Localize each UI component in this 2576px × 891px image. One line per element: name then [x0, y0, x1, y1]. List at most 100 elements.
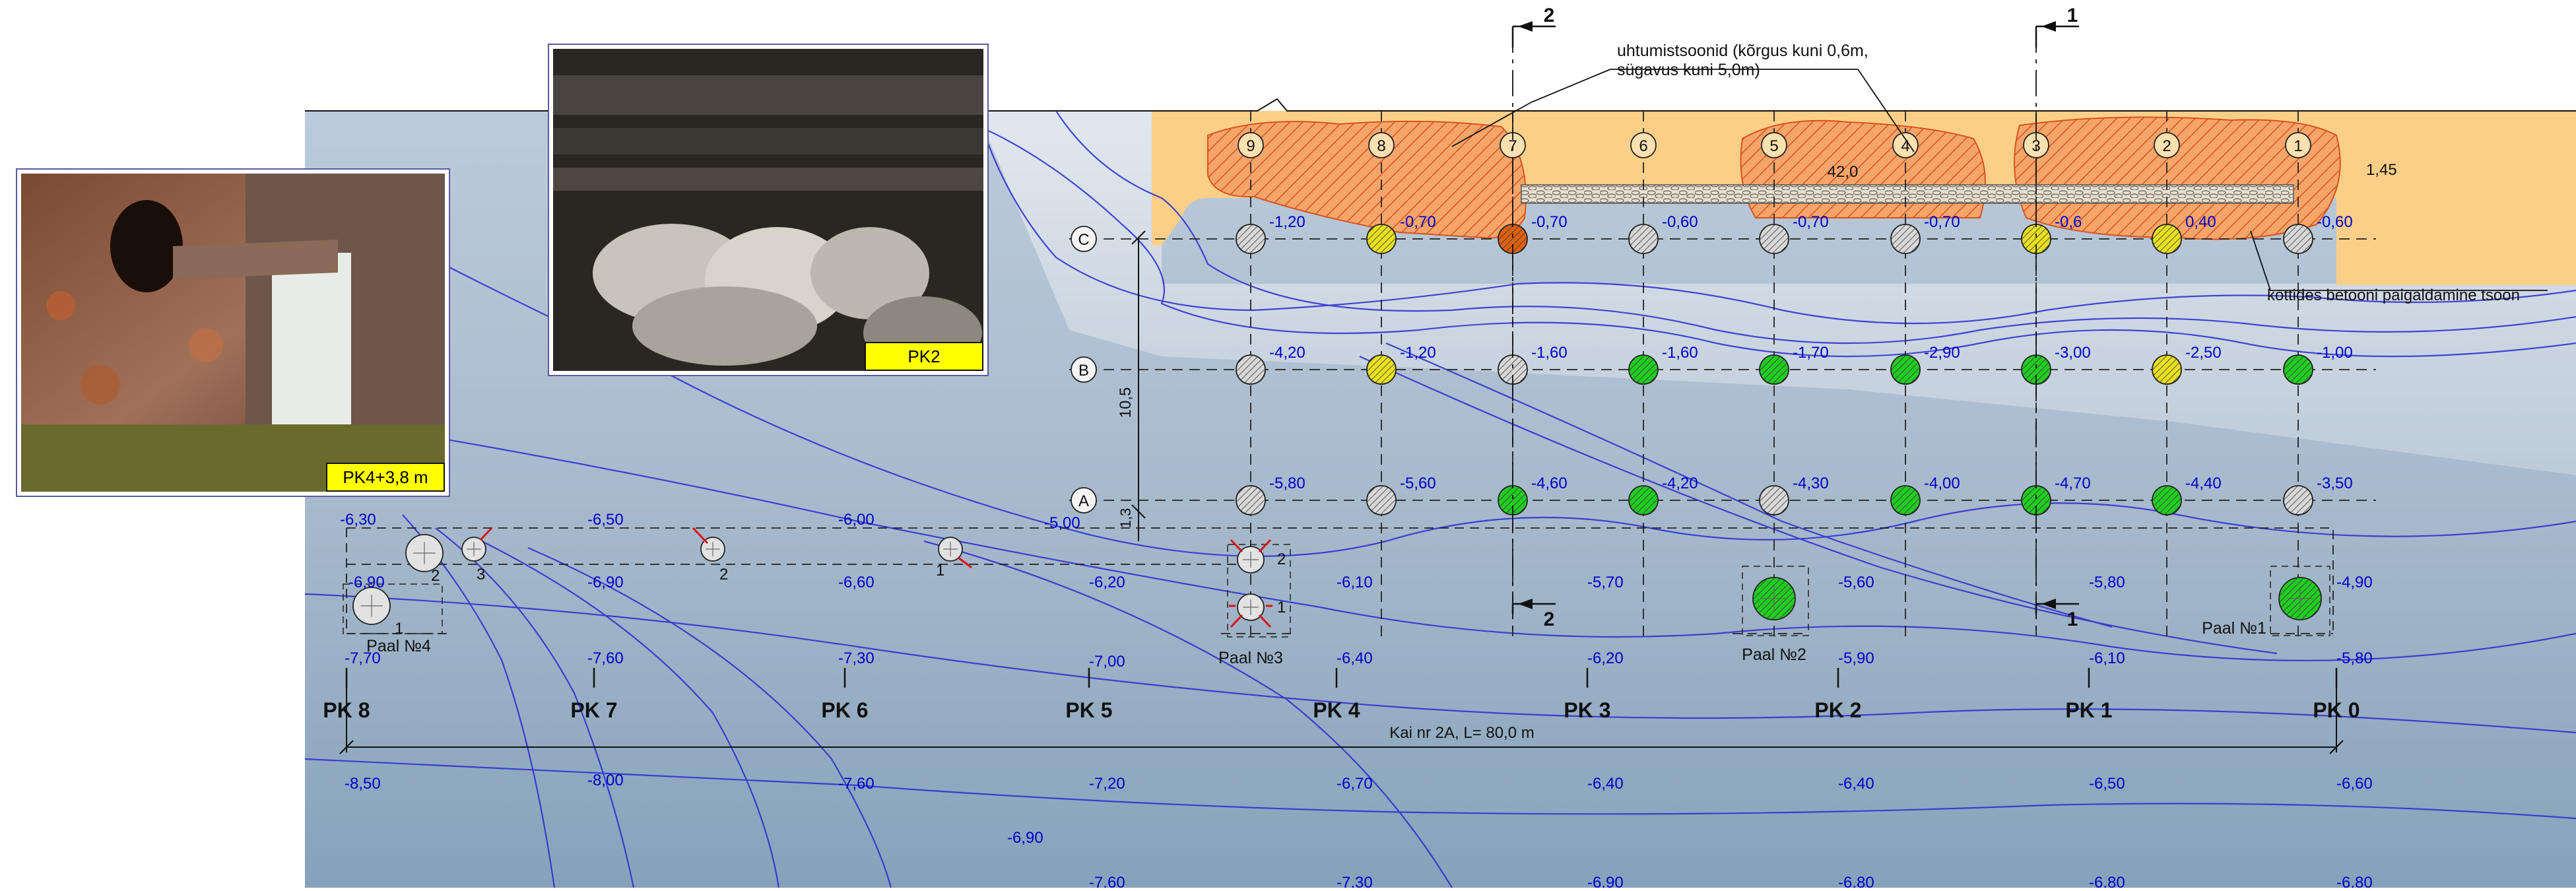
axis-heads: 9 8 7 6 5 4 3 2 1 C B A [1071, 132, 2311, 513]
pile-depth-label: -5,60 [1400, 475, 1436, 492]
pile-B-4[interactable]: -2,90 [1890, 344, 1960, 385]
old-pile-marker[interactable] [2278, 577, 2322, 620]
station-label: PK 5 [1065, 698, 1112, 722]
pile-depth-label: -0,70 [1924, 213, 1960, 231]
pile-B-5[interactable]: -1,70 [1759, 344, 1829, 385]
pile-B-7[interactable]: -1,60 [1498, 344, 1568, 385]
photo-pk2[interactable]: PK2 [548, 44, 989, 376]
row-a-offset-label: 1,3 [1117, 508, 1134, 529]
pile-A-9[interactable]: -5,80 [1236, 475, 1305, 515]
pile-B-2[interactable]: -2,50 [2152, 344, 2222, 385]
sea-depth-label: -7,30 [1337, 874, 1373, 888]
pile-A-2[interactable]: -4,40 [2152, 475, 2222, 515]
pile-C-5[interactable]: -0,70 [1759, 213, 1829, 254]
station-label: PK 7 [570, 698, 617, 722]
bay-width-label: 10,5 [1117, 387, 1135, 418]
old-pile-marker[interactable] [938, 537, 963, 562]
pile-depth-label: 0,40 [2185, 213, 2216, 231]
pile-C-6[interactable]: -0,60 [1628, 213, 1698, 254]
section-marker-2: 22 [1511, 5, 1556, 634]
pile-hatch [1891, 486, 1920, 515]
column-head-6: 6 [1630, 132, 1657, 158]
pile-C-7[interactable]: -0,70 [1498, 213, 1568, 254]
column-head-2: 2 [2154, 132, 2180, 158]
pile-depth-label: -1,20 [1269, 213, 1305, 231]
pile-depth-label: -0,70 [1531, 213, 1568, 231]
old-pile-group-box [343, 583, 443, 634]
annotation-line1: uhtumistsoonid (kõrgus kuni 0,6m, [1617, 42, 1868, 60]
pile-depth-label: -1,70 [1793, 344, 1829, 362]
pile-hatch [1498, 355, 1527, 384]
pile-B-9[interactable]: -4,20 [1236, 344, 1305, 385]
pile-depth-label: -1,00 [2317, 344, 2353, 362]
pile-A-8[interactable]: -5,60 [1366, 475, 1436, 515]
pile-C-9[interactable]: -1,20 [1236, 213, 1305, 254]
pile-C-2[interactable]: 0,40 [2152, 213, 2216, 254]
sea-depth-label: -4,90 [2336, 574, 2373, 591]
sandbags-photo [553, 49, 983, 371]
sea-depth-label: -6,50 [2089, 775, 2125, 793]
sea-depth-label: -7,70 [345, 649, 381, 667]
column-head-1: 1 [2285, 132, 2311, 158]
contour-line [304, 758, 2576, 820]
section-arrow-top [1511, 25, 1556, 48]
old-pile-marker[interactable] [1237, 546, 1265, 574]
station-pk8: PK 8 [323, 668, 370, 722]
photo-pk4[interactable]: PK4+3,8 m [16, 168, 450, 497]
pile-B-6[interactable]: -1,60 [1628, 344, 1698, 385]
sea-depth-label: -6,20 [1089, 574, 1125, 591]
section-label-top: 1 [2067, 5, 2078, 26]
pile-B-8[interactable]: -1,20 [1366, 344, 1436, 385]
station-pk0: PK 0 [2313, 668, 2360, 722]
old-pile-marker[interactable] [461, 537, 486, 562]
pile-A-6[interactable]: -4,20 [1628, 475, 1698, 515]
pile-B-3[interactable]: -3,00 [2021, 344, 2091, 385]
pile-depth-label: -3,00 [2055, 344, 2091, 362]
sea-depth-label: -6,90 [1007, 829, 1043, 847]
old-pile-name: Paal №1 [2202, 619, 2266, 638]
sea-depth-label: -5,80 [2089, 574, 2125, 591]
pile-A-5[interactable]: -4,30 [1759, 475, 1829, 515]
pile-hatch [2152, 355, 2181, 384]
column-head-label: 2 [2162, 137, 2171, 155]
pile-hatch [2022, 486, 2051, 515]
pile-C-3[interactable]: -0,6 [2021, 213, 2082, 254]
station-pk3: PK 3 [1564, 668, 1611, 722]
sea-depth-label: -6,50 [587, 511, 624, 529]
pile-A-4[interactable]: -4,00 [1890, 475, 1960, 515]
pile-A-1[interactable]: -3,50 [2283, 475, 2353, 515]
pile-hatch [1760, 224, 1789, 253]
contour-line [1055, 110, 2576, 345]
pile-C-8[interactable]: -0,70 [1366, 213, 1436, 254]
pile-A-7[interactable]: -4,60 [1498, 475, 1568, 515]
section-label-top: 2 [1544, 5, 1555, 26]
sea-depth-label: -7,00 [1089, 653, 1125, 671]
station-pk6: PK 6 [821, 668, 869, 722]
pile-depth-label: -0,70 [1793, 213, 1829, 231]
old-pile-marker[interactable] [352, 587, 391, 625]
contour-line [304, 593, 2576, 734]
station-pk7: PK 7 [570, 668, 618, 722]
sea-depth-label: -7,60 [838, 775, 875, 793]
pile-C-1[interactable]: -0,60 [2283, 213, 2353, 254]
old-pile-marker[interactable] [1752, 577, 1796, 620]
pile-B-1[interactable]: -1,00 [2283, 344, 2353, 385]
old-pile-marker[interactable] [405, 534, 444, 572]
column-head-circle [2285, 132, 2311, 158]
section-arrowhead [1518, 21, 1533, 32]
pile-hatch [1760, 355, 1789, 384]
section-marker-1: 11 [2035, 5, 2079, 634]
row-head-circle [1071, 226, 1097, 252]
photo-pk2-image [553, 49, 983, 371]
pile-depth-label: -4,70 [2055, 475, 2091, 492]
old-pile-number: 2 [719, 566, 728, 583]
station-pk5: PK 5 [1065, 668, 1113, 722]
pile-hatch [1891, 224, 1920, 253]
red-arrow-icon [1230, 539, 1243, 553]
bags-zone-label: kottides betooni paigaldamine tsoon [2267, 286, 2520, 304]
bags-leader [2250, 230, 2548, 291]
contour-line [923, 540, 1453, 888]
pile-C-4[interactable]: -0,70 [1890, 213, 1960, 254]
old-pile-marker[interactable] [1237, 593, 1265, 621]
column-head-circle [1368, 132, 1395, 158]
